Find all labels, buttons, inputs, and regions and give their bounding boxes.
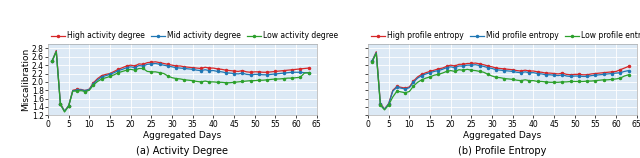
X-axis label: Aggregated Days: Aggregated Days bbox=[143, 131, 221, 140]
Mid profile entropy bbox=[497, 69, 504, 71]
Mid profile entropy bbox=[505, 70, 513, 72]
High activity degree bbox=[127, 64, 134, 66]
Low activity degree bbox=[177, 78, 184, 80]
High activity degree bbox=[301, 68, 308, 70]
Legend: High activity degree, Mid activity degree, Low activity degree: High activity degree, Mid activity degre… bbox=[48, 28, 341, 43]
High profile entropy bbox=[505, 68, 513, 70]
Low activity degree bbox=[301, 72, 308, 74]
High profile entropy bbox=[497, 68, 504, 70]
High activity degree bbox=[52, 50, 60, 52]
Mid activity degree bbox=[61, 110, 68, 112]
High activity degree bbox=[135, 63, 143, 65]
Mid profile entropy bbox=[368, 60, 376, 62]
Line: Mid profile entropy: Mid profile entropy bbox=[371, 52, 630, 110]
Low activity degree bbox=[185, 79, 193, 81]
Low profile entropy bbox=[368, 61, 376, 63]
Text: (a) Activity Degree: (a) Activity Degree bbox=[136, 146, 228, 156]
High activity degree bbox=[185, 66, 193, 68]
Low profile entropy bbox=[447, 70, 454, 72]
Mid activity degree bbox=[234, 73, 242, 75]
High activity degree bbox=[48, 60, 56, 62]
Y-axis label: Miscalibration: Miscalibration bbox=[22, 48, 31, 111]
Mid activity degree bbox=[185, 68, 193, 70]
Line: High activity degree: High activity degree bbox=[51, 49, 310, 112]
Line: Low profile entropy: Low profile entropy bbox=[371, 52, 630, 111]
Low profile entropy bbox=[381, 109, 388, 111]
Low profile entropy bbox=[554, 81, 562, 83]
High profile entropy bbox=[372, 51, 380, 53]
Mid profile entropy bbox=[455, 65, 463, 67]
High activity degree bbox=[234, 70, 242, 72]
Low activity degree bbox=[61, 111, 68, 113]
High activity degree bbox=[61, 110, 68, 112]
Low profile entropy bbox=[372, 52, 380, 54]
Line: High profile entropy: High profile entropy bbox=[371, 51, 630, 110]
Text: (b) Profile Entropy: (b) Profile Entropy bbox=[458, 146, 547, 156]
Line: Low activity degree: Low activity degree bbox=[51, 51, 310, 113]
Mid profile entropy bbox=[554, 75, 562, 77]
Legend: High profile entropy, Mid profile entropy, Low profile entropy: High profile entropy, Mid profile entrop… bbox=[368, 28, 640, 43]
Low profile entropy bbox=[497, 77, 504, 79]
Mid profile entropy bbox=[447, 66, 454, 68]
Line: Mid activity degree: Mid activity degree bbox=[51, 50, 310, 112]
High profile entropy bbox=[381, 108, 388, 110]
High activity degree bbox=[305, 67, 312, 69]
Low activity degree bbox=[234, 81, 242, 83]
High profile entropy bbox=[621, 67, 628, 69]
High activity degree bbox=[177, 65, 184, 67]
Mid profile entropy bbox=[381, 108, 388, 110]
High profile entropy bbox=[447, 64, 454, 66]
Mid activity degree bbox=[135, 65, 143, 67]
Low activity degree bbox=[52, 51, 60, 53]
Mid profile entropy bbox=[625, 70, 632, 72]
Mid activity degree bbox=[48, 60, 56, 62]
Low profile entropy bbox=[625, 74, 632, 76]
Mid profile entropy bbox=[621, 70, 628, 72]
X-axis label: Aggregated Days: Aggregated Days bbox=[463, 131, 541, 140]
Low activity degree bbox=[305, 72, 312, 74]
High profile entropy bbox=[368, 60, 376, 62]
High profile entropy bbox=[625, 65, 632, 67]
Low profile entropy bbox=[455, 69, 463, 71]
Low activity degree bbox=[48, 60, 56, 62]
High profile entropy bbox=[554, 73, 562, 75]
Mid activity degree bbox=[127, 66, 134, 68]
Mid activity degree bbox=[305, 72, 312, 74]
Low activity degree bbox=[127, 68, 134, 70]
Mid profile entropy bbox=[372, 52, 380, 54]
Mid activity degree bbox=[301, 72, 308, 74]
Low profile entropy bbox=[505, 78, 513, 80]
High profile entropy bbox=[455, 63, 463, 65]
Low activity degree bbox=[135, 68, 143, 70]
Low profile entropy bbox=[621, 75, 628, 77]
Mid activity degree bbox=[177, 67, 184, 69]
Mid activity degree bbox=[52, 50, 60, 52]
